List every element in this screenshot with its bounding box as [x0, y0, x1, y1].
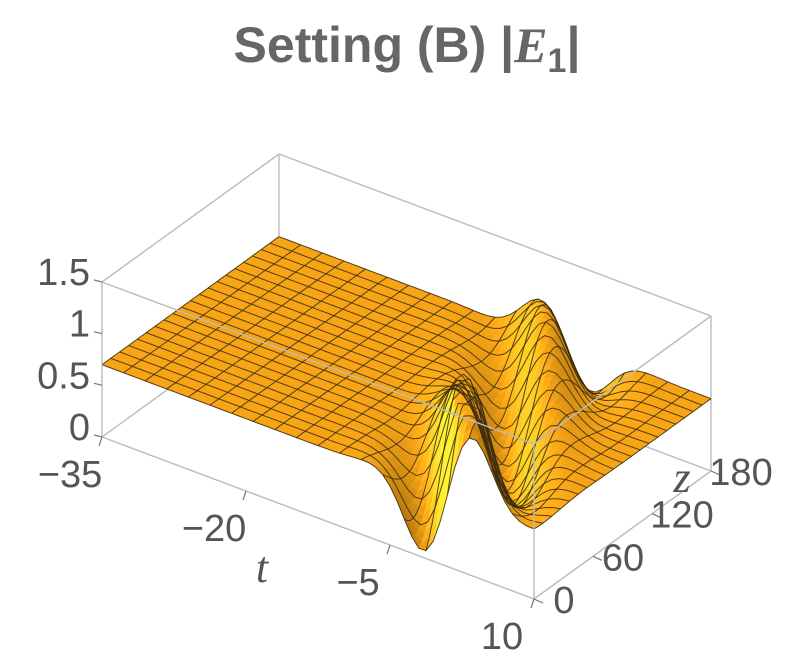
z-tick-mark: [93, 434, 103, 438]
box-edge-front: [101, 436, 535, 600]
x-axis-label: t: [256, 543, 270, 592]
surface-mesh: [101, 236, 712, 552]
y-tick-mark: [533, 598, 544, 604]
mesh-line-z: [533, 398, 712, 530]
mesh-line-z: [360, 298, 539, 461]
z-tick-mark: [93, 382, 103, 386]
box-edge-front: [533, 315, 712, 445]
y-tick-label: 60: [602, 537, 644, 579]
mesh-line-z: [490, 381, 669, 509]
x-tick-mark: [386, 544, 391, 555]
y-tick-label: 120: [650, 495, 713, 537]
mesh-line-t: [269, 242, 703, 406]
mesh-line-t: [216, 281, 650, 444]
z-tick-mark: [93, 279, 103, 283]
y-tick-label: 0: [553, 580, 574, 622]
mesh-line-z: [339, 310, 518, 454]
z-tick-label: 1.5: [37, 252, 90, 294]
x-tick-label: −5: [336, 562, 379, 604]
mesh-line-t: [278, 236, 712, 400]
x-tick-label: −35: [38, 454, 102, 496]
x-tick-mark: [98, 436, 103, 447]
x-tick-label: 10: [481, 616, 523, 658]
chart-title: Setting (B) |E1|: [234, 17, 581, 80]
box-edge-back: [101, 153, 280, 283]
mesh-line-z: [382, 304, 561, 480]
mesh-line-t: [234, 268, 667, 432]
y-axis-label: z: [672, 453, 690, 502]
chart-title-variable: E: [513, 17, 547, 73]
box-edge-back: [278, 153, 712, 317]
mesh-line-z: [468, 372, 647, 509]
z-tick-mark: [93, 331, 103, 335]
mesh-line-t: [190, 300, 623, 483]
mesh-line-t: [225, 274, 659, 438]
bounding-box-front: [101, 281, 712, 600]
y-tick-mark: [592, 555, 603, 561]
x-tick-mark: [242, 490, 247, 501]
mesh-line-t: [199, 293, 632, 468]
mesh-line-t: [261, 249, 694, 412]
chart-title-subscript: 1: [548, 42, 567, 80]
box-edge-front: [101, 281, 535, 445]
z-tick-label: 0: [69, 407, 90, 449]
y-tick-mark: [651, 513, 662, 519]
y-tick-mark: [710, 470, 721, 476]
mesh-line-t: [208, 287, 641, 451]
chart-title-suffix: |: [566, 17, 580, 74]
mesh-line-t: [252, 255, 685, 419]
mesh-line-t: [243, 261, 676, 425]
chart-title-prefix: Setting (B) |: [234, 17, 515, 74]
z-tick-label: 0.5: [37, 355, 90, 397]
box-edge-front: [533, 470, 712, 600]
mesh-line-z: [512, 390, 690, 517]
z-tick-label: 1: [69, 304, 90, 346]
x-tick-mark: [530, 598, 535, 609]
y-tick-label: 180: [709, 452, 772, 494]
mesh-line-z: [404, 319, 582, 522]
x-tick-label: −20: [182, 508, 246, 550]
